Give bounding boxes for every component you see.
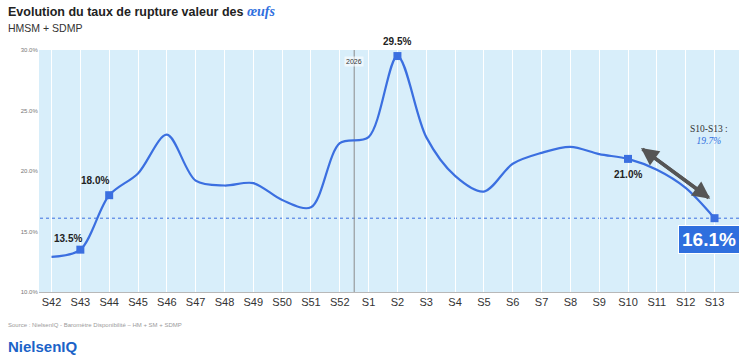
svg-text:S49: S49 (244, 296, 264, 308)
svg-text:S2: S2 (391, 296, 404, 308)
svg-text:30.0%: 30.0% (21, 47, 39, 53)
html-text:NielsenIQ: NielsenIQ (8, 338, 78, 355)
svg-text:20.0%: 20.0% (21, 168, 39, 174)
html-text:Source : NielsenIQ - Baromètre: Source : NielsenIQ - Baromètre Disponibi… (8, 322, 182, 328)
svg-text:S47: S47 (186, 296, 206, 308)
svg-text:16.1%: 16.1% (682, 229, 736, 250)
svg-text:21.0%: 21.0% (614, 169, 642, 180)
svg-text:S3: S3 (420, 296, 433, 308)
svg-text:S43: S43 (71, 296, 91, 308)
svg-text:18.0%: 18.0% (81, 175, 109, 186)
html-text:Evolution du taux de rupture v: Evolution du taux de rupture valeur des … (8, 4, 275, 19)
svg-text:S52: S52 (330, 296, 350, 308)
svg-text:13.5%: 13.5% (54, 233, 82, 244)
svg-text:S44: S44 (99, 296, 119, 308)
svg-text:S42: S42 (42, 296, 62, 308)
svg-text:S50: S50 (272, 296, 292, 308)
svg-text:S1: S1 (362, 296, 375, 308)
svg-text:S9: S9 (592, 296, 605, 308)
svg-text:S48: S48 (215, 296, 235, 308)
svg-text:S5: S5 (477, 296, 490, 308)
svg-text:S51: S51 (301, 296, 321, 308)
svg-text:S10-S13 :19.7%: S10-S13 :19.7% (690, 124, 728, 146)
svg-text:15.0%: 15.0% (21, 229, 39, 235)
svg-text:29.5%: 29.5% (383, 36, 411, 47)
svg-text:S8: S8 (564, 296, 577, 308)
svg-text:S7: S7 (535, 296, 548, 308)
svg-text:S46: S46 (157, 296, 177, 308)
svg-text:2026: 2026 (346, 58, 362, 65)
svg-text:S6: S6 (506, 296, 519, 308)
svg-text:S10: S10 (618, 296, 638, 308)
svg-text:S45: S45 (128, 296, 148, 308)
svg-text:S13: S13 (705, 296, 725, 308)
svg-text:S12: S12 (676, 296, 696, 308)
svg-text:10.0%: 10.0% (21, 289, 39, 295)
svg-text:S4: S4 (448, 296, 461, 308)
svg-text:S11: S11 (647, 296, 666, 308)
html-text:HMSM + SDMP: HMSM + SDMP (8, 22, 83, 34)
svg-text:25.0%: 25.0% (21, 108, 39, 114)
